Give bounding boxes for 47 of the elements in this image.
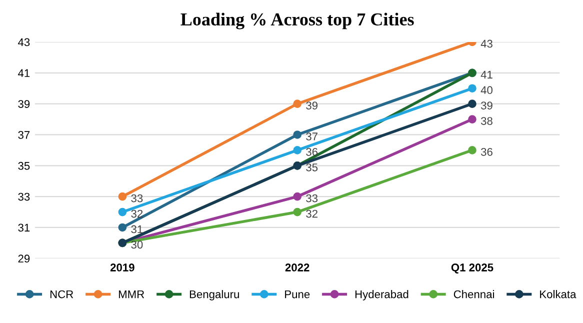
point [468, 84, 476, 93]
y-tick-label: 43 [18, 38, 30, 46]
y-tick-label: 31 [18, 224, 30, 232]
legend-label: NCR [50, 290, 74, 298]
data-label: 41 [480, 70, 492, 78]
point [118, 192, 127, 201]
legend-label: MMR [118, 290, 144, 298]
point [468, 146, 476, 154]
data-label: 39 [480, 102, 492, 110]
legend-label: Bengaluru [190, 290, 239, 300]
y-tick-label: 37 [18, 131, 30, 139]
y-tick-label: 35 [18, 162, 30, 170]
legend-label: Hyderabad [355, 290, 408, 300]
data-label: 35 [306, 163, 318, 172]
point [468, 115, 476, 124]
point [468, 100, 476, 108]
data-label: 31 [131, 225, 143, 234]
point [293, 130, 302, 139]
point [293, 146, 302, 154]
y-tick-label: 29 [18, 254, 30, 263]
point [118, 208, 127, 216]
data-label: 33 [131, 194, 143, 202]
x-tick-label: 2022 [285, 264, 310, 272]
data-label: 43 [480, 40, 492, 48]
x-tick-label: 2019 [110, 264, 134, 272]
data-label: 32 [131, 210, 143, 218]
y-tick-label: 39 [18, 100, 30, 108]
legend-label: Chennai [454, 290, 494, 298]
chart-title: Loading % Across top 7 Cities [180, 12, 414, 30]
y-tick-label: 41 [18, 69, 30, 77]
x-tick-label: Q1 2025 [451, 264, 494, 274]
data-label: 37 [306, 132, 318, 140]
point [293, 208, 302, 216]
point [293, 192, 302, 201]
legend-label: Kolkata [540, 290, 576, 298]
point [293, 100, 302, 108]
legend-label: Pune [285, 290, 310, 298]
data-label: 32 [306, 210, 318, 218]
data-label: 40 [480, 86, 492, 94]
point [118, 223, 127, 232]
data-label: 38 [480, 117, 492, 125]
data-label: 36 [306, 148, 318, 156]
data-label: 30 [131, 240, 143, 249]
y-tick-label: 33 [18, 192, 30, 201]
data-label: 36 [480, 148, 492, 156]
data-label: 39 [306, 102, 318, 110]
data-label: 33 [306, 194, 318, 202]
